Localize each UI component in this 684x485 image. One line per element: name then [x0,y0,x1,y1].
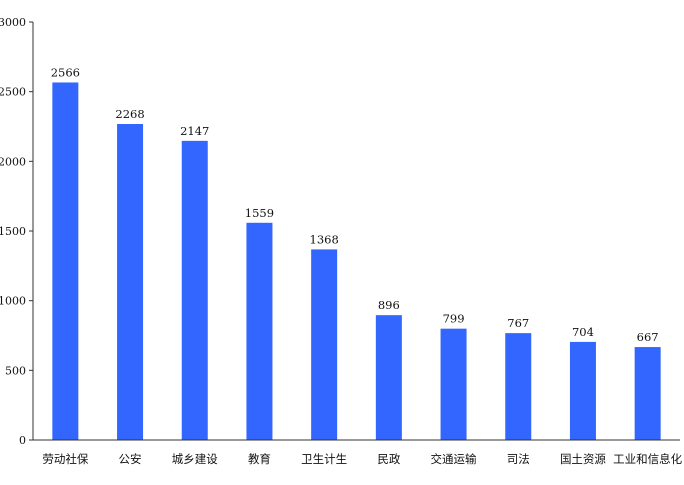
bar-value-label: 2268 [115,107,144,121]
x-axis-category-labels: 劳动社保 公安 城乡建设 教育 卫生计生 民政 交通运输 司法 国土资源 工业和信息化 [42,452,682,466]
axes [32,22,680,441]
bar-value-label: 767 [507,316,529,330]
bar [181,140,208,441]
bar [311,249,338,440]
bar-value-label: 799 [443,312,465,326]
y-axis-ticks: 0 500 1000 1500 2000 2500 3000 [0,16,33,447]
x-category-label: 工业和信息化 [613,452,682,466]
x-category-label: 卫生计生 [301,452,347,466]
bar-value-label: 2566 [51,65,80,79]
x-category-label: 司法 [507,452,530,466]
bar-value-label: 1559 [245,206,274,220]
bar [117,123,144,440]
bar-value-label: 1368 [310,232,339,246]
bar-value-label: 2147 [180,124,209,138]
bar [375,315,402,440]
bar [246,222,273,440]
x-category-label: 教育 [248,452,271,466]
x-category-label: 城乡建设 [172,452,218,466]
bar [569,341,596,440]
y-tick-label: 1000 [0,295,26,308]
y-tick-label: 500 [5,364,26,377]
bar [505,333,532,440]
bar-value-label: 704 [572,325,594,339]
y-tick-label: 1500 [0,225,26,238]
x-category-label: 民政 [377,452,400,466]
bar [634,347,661,440]
y-tick-label: 3000 [0,16,26,29]
y-tick-label: 0 [19,434,26,447]
bar [440,328,467,440]
data-labels-group: 2566 2268 2147 1559 1368 896 799 767 704 667 [51,65,659,344]
x-category-label: 国土资源 [560,452,606,466]
y-tick-label: 2500 [0,86,26,99]
bar-value-label: 896 [378,298,400,312]
y-tick-label: 2000 [0,155,26,168]
bar-value-label: 667 [637,330,659,344]
bars-group [52,82,661,441]
bar [52,82,79,440]
x-category-label: 公安 [119,452,142,466]
x-category-label: 交通运输 [431,452,477,466]
x-category-label: 劳动社保 [42,452,88,466]
